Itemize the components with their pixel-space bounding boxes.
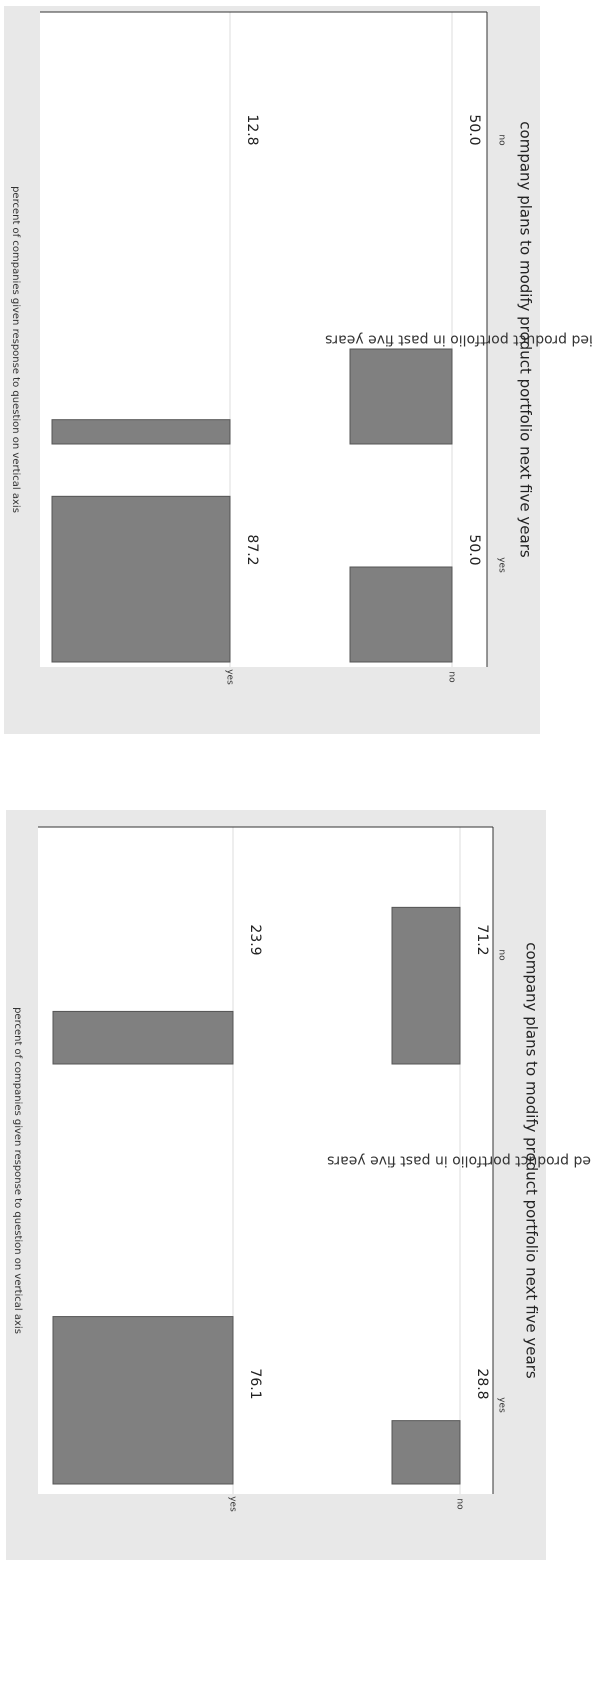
chart-panel-2: 76.1 23.9 28.8 71.2 yes no yes no percent of com…	[6, 810, 592, 1560]
x-axis-title: company plans to modify product portfoli…	[517, 121, 535, 558]
x-tick-label-no: no	[497, 134, 507, 146]
data-label: 12.8	[244, 114, 260, 145]
y-tick-label-no: no	[455, 1498, 465, 1510]
data-label: 28.8	[474, 1368, 490, 1399]
chart-note: percent of companies given response to q…	[10, 186, 21, 513]
x-tick-label-yes: yes	[497, 1397, 507, 1413]
bar-yes-yes	[51, 495, 231, 663]
data-label: 50.0	[466, 534, 482, 565]
data-label: 71.2	[474, 924, 490, 955]
data-label: 50.0	[466, 114, 482, 145]
x-axis-title: company plans to modify product portfoli…	[523, 942, 541, 1379]
chart-panel-1: 87.2 12.8 50.0 50.0 yes no yes no percent of com…	[4, 6, 592, 734]
data-label: 23.9	[247, 924, 263, 955]
bar-no-no	[349, 348, 453, 445]
data-label: 76.1	[247, 1368, 263, 1399]
x-tick-label-yes: yes	[497, 557, 507, 573]
bar-no-yes	[391, 1420, 461, 1485]
y-axis-title: company has modified product portfolio i…	[327, 1153, 592, 1169]
bar-yes-no	[51, 419, 231, 445]
bar-no-yes	[349, 566, 453, 663]
bar-yes-no	[52, 1010, 234, 1065]
y-tick-label-yes: yes	[225, 669, 235, 685]
y-axis-title: company has modified product portfolio i…	[325, 332, 592, 348]
data-label: 87.2	[244, 534, 260, 565]
bar-no-no	[391, 906, 461, 1065]
bar-yes-yes	[52, 1316, 234, 1485]
y-tick-label-yes: yes	[228, 1496, 238, 1512]
x-tick-label-no: no	[497, 949, 507, 961]
chart-note: percent of companies given response to q…	[12, 1007, 23, 1334]
y-tick-label-no: no	[447, 671, 457, 683]
